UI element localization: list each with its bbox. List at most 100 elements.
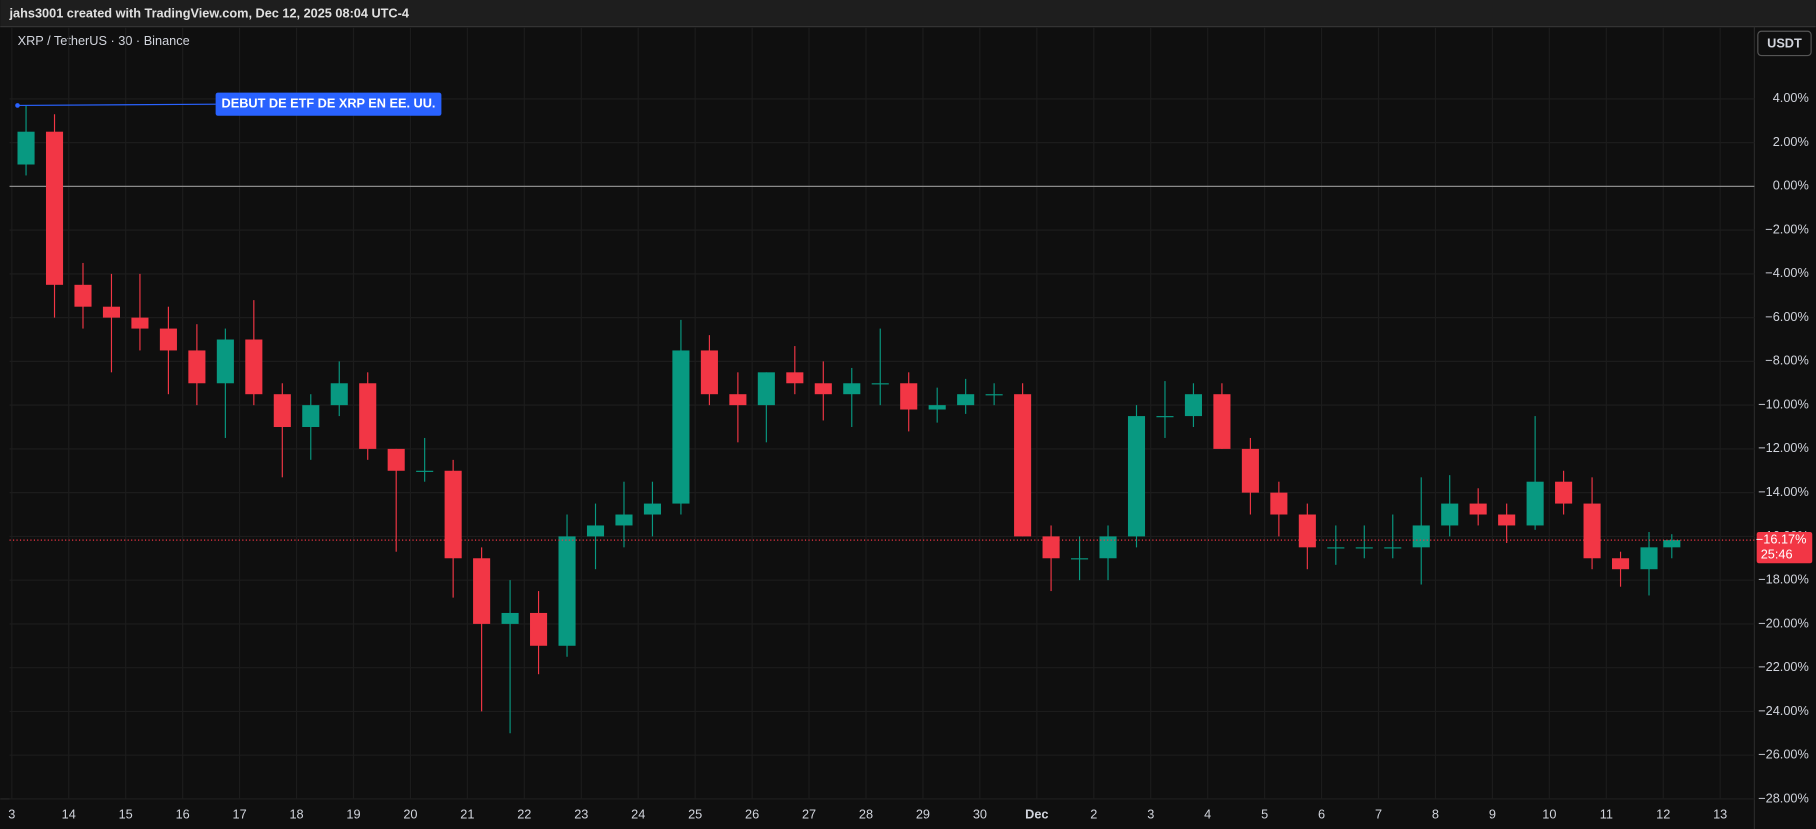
candle-body: [188, 350, 206, 384]
y-tick-label: −6.00%: [1765, 309, 1809, 324]
candle-body: [273, 394, 291, 428]
x-tick-label: 10: [1542, 806, 1556, 821]
symbol-subtitle: XRP / TetherUS · 30 · Binance: [18, 33, 190, 48]
candle-body: [245, 339, 263, 395]
currency-label[interactable]: USDT: [1767, 35, 1802, 50]
candle-body: [1469, 503, 1487, 515]
x-tick-label: 12: [1656, 806, 1670, 821]
candle-body: [1298, 514, 1316, 548]
candle-body: [1555, 481, 1573, 504]
y-tick-label: −12.00%: [1758, 440, 1809, 455]
x-tick-label: 25: [688, 806, 702, 821]
candle-body: [1498, 514, 1516, 526]
x-tick-label: 22: [517, 806, 531, 821]
x-tick-label: 4: [1204, 806, 1211, 821]
candle-body: [1213, 394, 1231, 449]
candle-body: [1156, 416, 1174, 418]
x-tick-label: 7: [1375, 806, 1382, 821]
y-tick-label: −28.00%: [1758, 790, 1809, 805]
x-tick-label: 15: [119, 806, 133, 821]
candle-body: [700, 350, 718, 395]
candle-body: [1612, 558, 1630, 570]
x-tick-label: 14: [62, 806, 76, 821]
currency-button[interactable]: [1757, 30, 1812, 57]
y-tick-label: −14.00%: [1758, 484, 1809, 499]
candle-body: [643, 503, 661, 515]
header-text: jahs3001 created with TradingView.com, D…: [9, 5, 409, 20]
candle-body: [1014, 394, 1032, 537]
x-tick-label: 13: [1713, 806, 1727, 821]
candle-body: [1241, 448, 1259, 493]
plot: 3 14 15 16 17 18 19 20 21 22 23 24 25 26 27 28 29 30 Dec 2 3…: [8, 27, 1813, 821]
y-tick-label: −24.00%: [1758, 703, 1809, 718]
candle-body: [1127, 416, 1146, 537]
candle-body: [1412, 525, 1430, 548]
candle-body: [359, 383, 377, 449]
last-price-box: [1756, 532, 1813, 564]
candle-body: [615, 514, 633, 526]
last-price-label: −16.17%: [1756, 531, 1807, 546]
candle-body: [871, 383, 889, 385]
x-tick-label: 24: [631, 806, 645, 821]
y-tick-label: −10.00%: [1758, 396, 1809, 411]
candle-body: [501, 612, 519, 624]
y-tick-label: 4.00%: [1773, 90, 1809, 105]
candle-body: [786, 372, 804, 384]
candle-body: [473, 558, 491, 624]
candle-body: [1270, 492, 1288, 515]
x-tick-label: 6: [1318, 806, 1325, 821]
y-tick-label: −4.00%: [1765, 265, 1809, 280]
x-tick-label: 3: [1147, 806, 1154, 821]
candle-body: [1526, 481, 1544, 526]
candle-body: [1071, 558, 1089, 560]
candle-body: [586, 525, 605, 537]
x-tick-label: 23: [574, 806, 588, 821]
x-tick-label: 29: [916, 806, 930, 821]
candle-body: [957, 394, 975, 406]
candle-body: [1355, 547, 1373, 549]
candle-body: [1663, 540, 1681, 548]
candle-body: [102, 306, 121, 318]
candle-body: [1099, 536, 1117, 559]
candle-body: [928, 405, 946, 410]
annotation-point: [15, 103, 20, 108]
candle-body: [216, 339, 234, 384]
x-tick-label: 18: [289, 806, 303, 821]
candle-body: [444, 470, 462, 559]
x-tick-label: Dec: [1025, 806, 1048, 821]
y-tick-label: −2.00%: [1765, 221, 1809, 236]
candle-body: [159, 328, 177, 351]
y-tick-label: −8.00%: [1765, 353, 1809, 368]
x-tick-label: 20: [403, 806, 417, 821]
x-tick-label: 2: [1090, 806, 1097, 821]
x-tick-label: 8: [1432, 806, 1439, 821]
x-tick-label: 27: [802, 806, 816, 821]
candle-body: [17, 131, 35, 165]
y-tick-label: 0.00%: [1773, 178, 1809, 193]
x-tick-label: 11: [1600, 806, 1613, 821]
y-tick-label: −22.00%: [1758, 659, 1809, 674]
y-tick-label: 2.00%: [1773, 134, 1809, 149]
candle-body: [814, 383, 832, 395]
x-tick-label: 28: [859, 806, 873, 821]
annotation-line: [17, 103, 216, 107]
candle-body: [131, 317, 149, 329]
candle-body: [416, 470, 434, 472]
candle-body: [985, 394, 1003, 396]
candle-body: [387, 448, 405, 471]
header-bar: [0, 0, 1816, 27]
candle-body: [757, 372, 775, 406]
candle-body: [1441, 503, 1459, 526]
x-tick-label: 19: [346, 806, 360, 821]
candle-body: [45, 131, 64, 285]
y-tick-label: −20.00%: [1758, 615, 1809, 630]
candle-body: [1184, 394, 1202, 417]
x-tick-label: 3: [8, 806, 15, 821]
candle-body: [729, 394, 747, 406]
annotation-text: DEBUT DE ETF DE XRP EN EE. UU.: [222, 96, 436, 111]
candle-body: [302, 405, 320, 428]
annotation-box: [215, 92, 442, 116]
candle-body: [1042, 536, 1060, 559]
